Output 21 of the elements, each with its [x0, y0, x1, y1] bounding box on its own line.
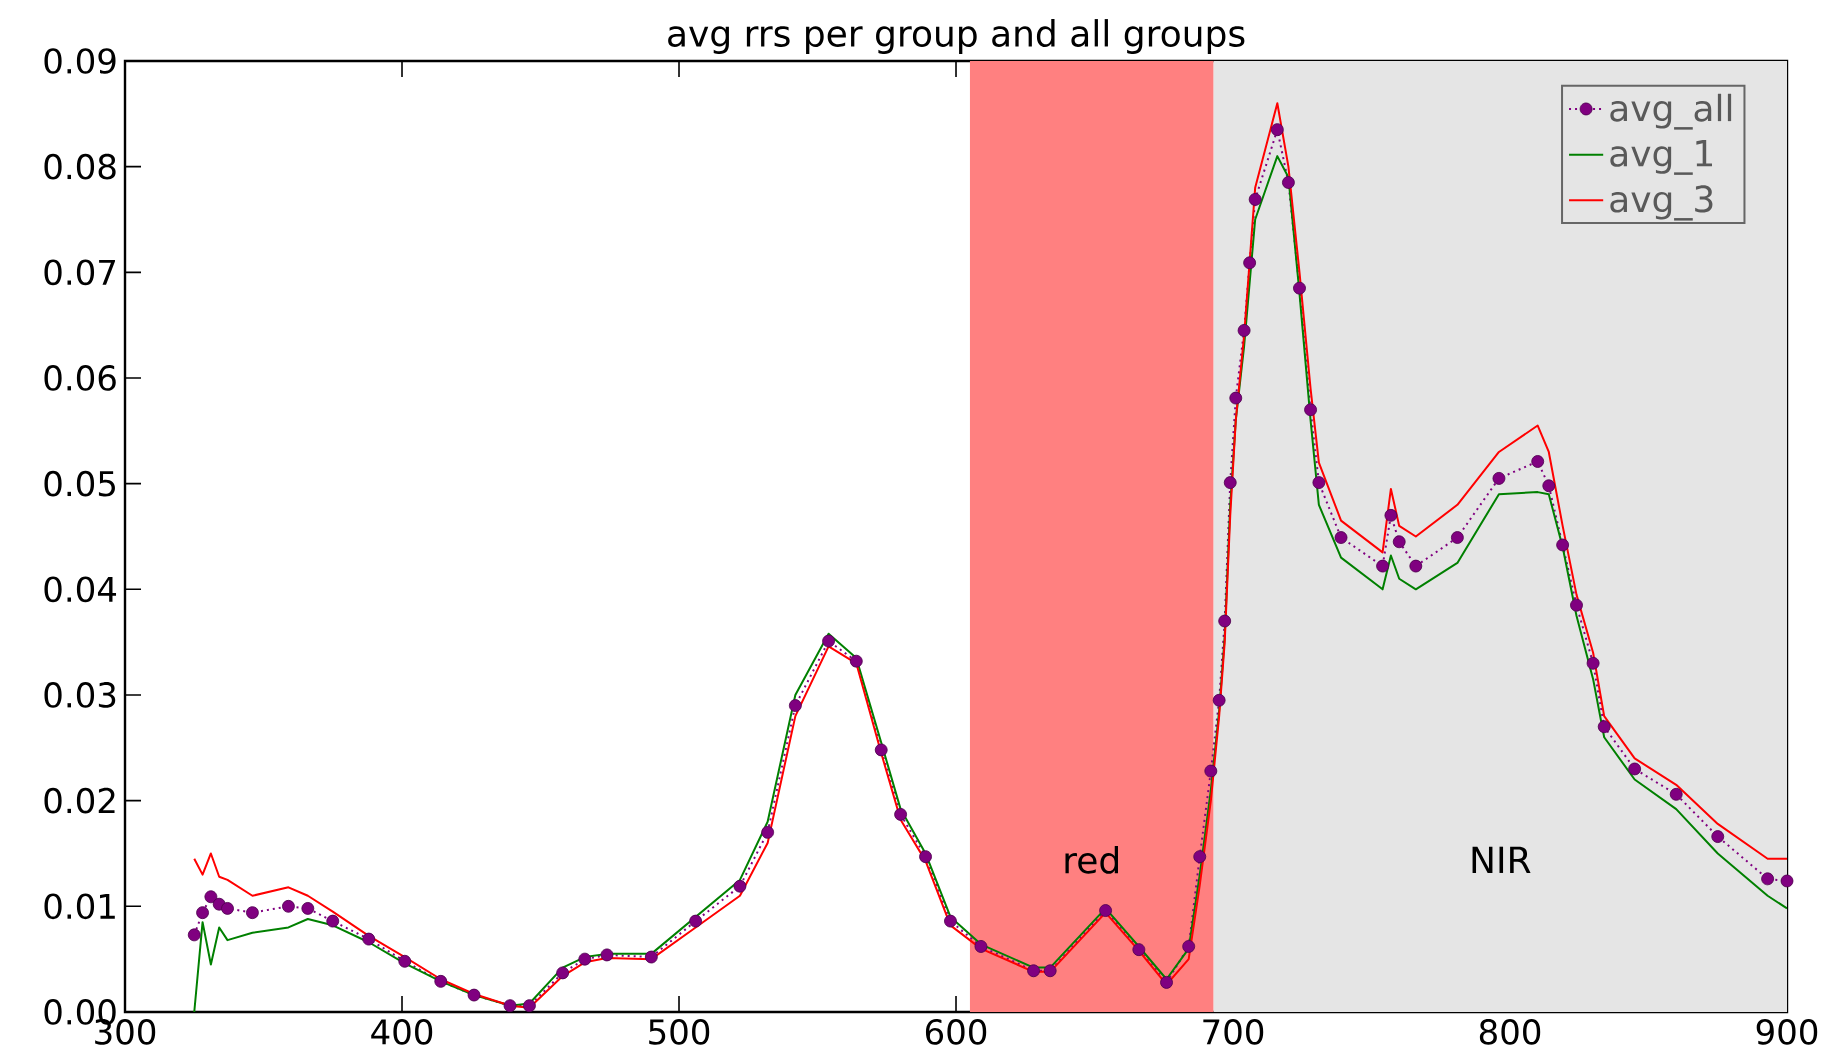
y-tick-label: 0.05: [44, 470, 115, 497]
legend-label: avg_3: [1610, 185, 1713, 221]
y-tick-label: 0.06: [44, 365, 116, 391]
y-tick-label: 0.02: [44, 787, 115, 814]
legend-label: avg_1: [1610, 140, 1712, 175]
y-tick-label: 0.04: [44, 576, 117, 603]
y-tick-label: 0.07: [44, 259, 116, 286]
y-tick-label: 0.09: [44, 48, 116, 74]
x-tick-label: 800: [1479, 1019, 1541, 1045]
y-tick-label: 0.08: [44, 153, 116, 180]
chart-title: avg rrs per group and all groups: [668, 19, 1245, 54]
x-tick-label: 500: [649, 1019, 710, 1045]
band-label: NIR: [1472, 846, 1531, 873]
x-tick-label: 700: [1203, 1019, 1264, 1045]
x-tick-label: 900: [1756, 1019, 1818, 1045]
x-tick-label: 400: [371, 1019, 433, 1045]
band-label: red: [1065, 845, 1118, 874]
legend-label: avg_all: [1610, 93, 1732, 130]
x-tick-label: 600: [925, 1019, 987, 1045]
y-tick-label: 0.03: [44, 682, 116, 708]
y-tick-label: 0.01: [44, 893, 115, 920]
